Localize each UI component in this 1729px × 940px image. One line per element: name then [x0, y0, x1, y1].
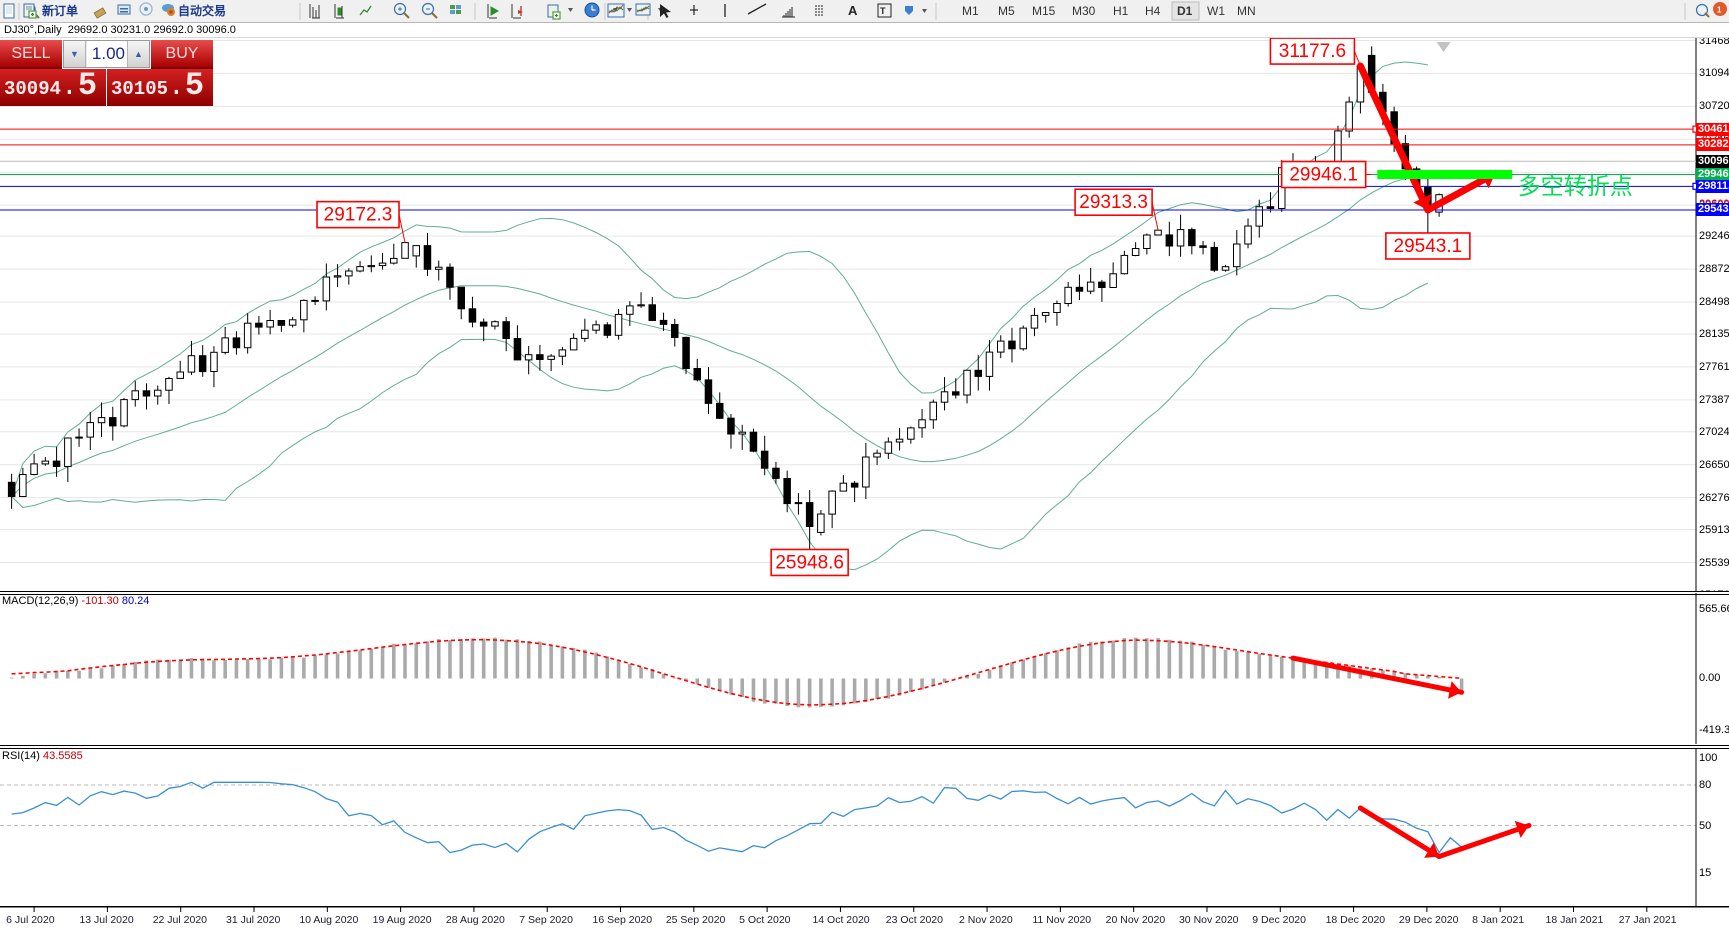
svg-text:H1: H1	[1113, 4, 1129, 18]
svg-text:31177.6: 31177.6	[1279, 41, 1346, 62]
svg-text:M15: M15	[1032, 4, 1056, 18]
svg-text:W1: W1	[1207, 4, 1225, 18]
svg-text:M1: M1	[962, 4, 979, 18]
svg-text:29543.1: 29543.1	[1394, 236, 1463, 257]
svg-text:29946.1: 29946.1	[1289, 165, 1358, 186]
svg-text:新订单: 新订单	[42, 3, 78, 18]
svg-text:D1: D1	[1177, 4, 1193, 18]
svg-text:25948.6: 25948.6	[775, 552, 844, 573]
svg-text:A: A	[848, 3, 858, 18]
svg-text:1: 1	[1717, 6, 1722, 15]
svg-text:H4: H4	[1145, 4, 1161, 18]
svg-text:29172.3: 29172.3	[324, 205, 393, 226]
svg-text:T: T	[880, 6, 886, 16]
svg-text:29313.3: 29313.3	[1079, 192, 1148, 213]
svg-text:M5: M5	[998, 4, 1015, 18]
svg-text:MN: MN	[1237, 4, 1256, 18]
svg-text:自动交易: 自动交易	[178, 3, 226, 18]
svg-text:M30: M30	[1072, 4, 1096, 18]
